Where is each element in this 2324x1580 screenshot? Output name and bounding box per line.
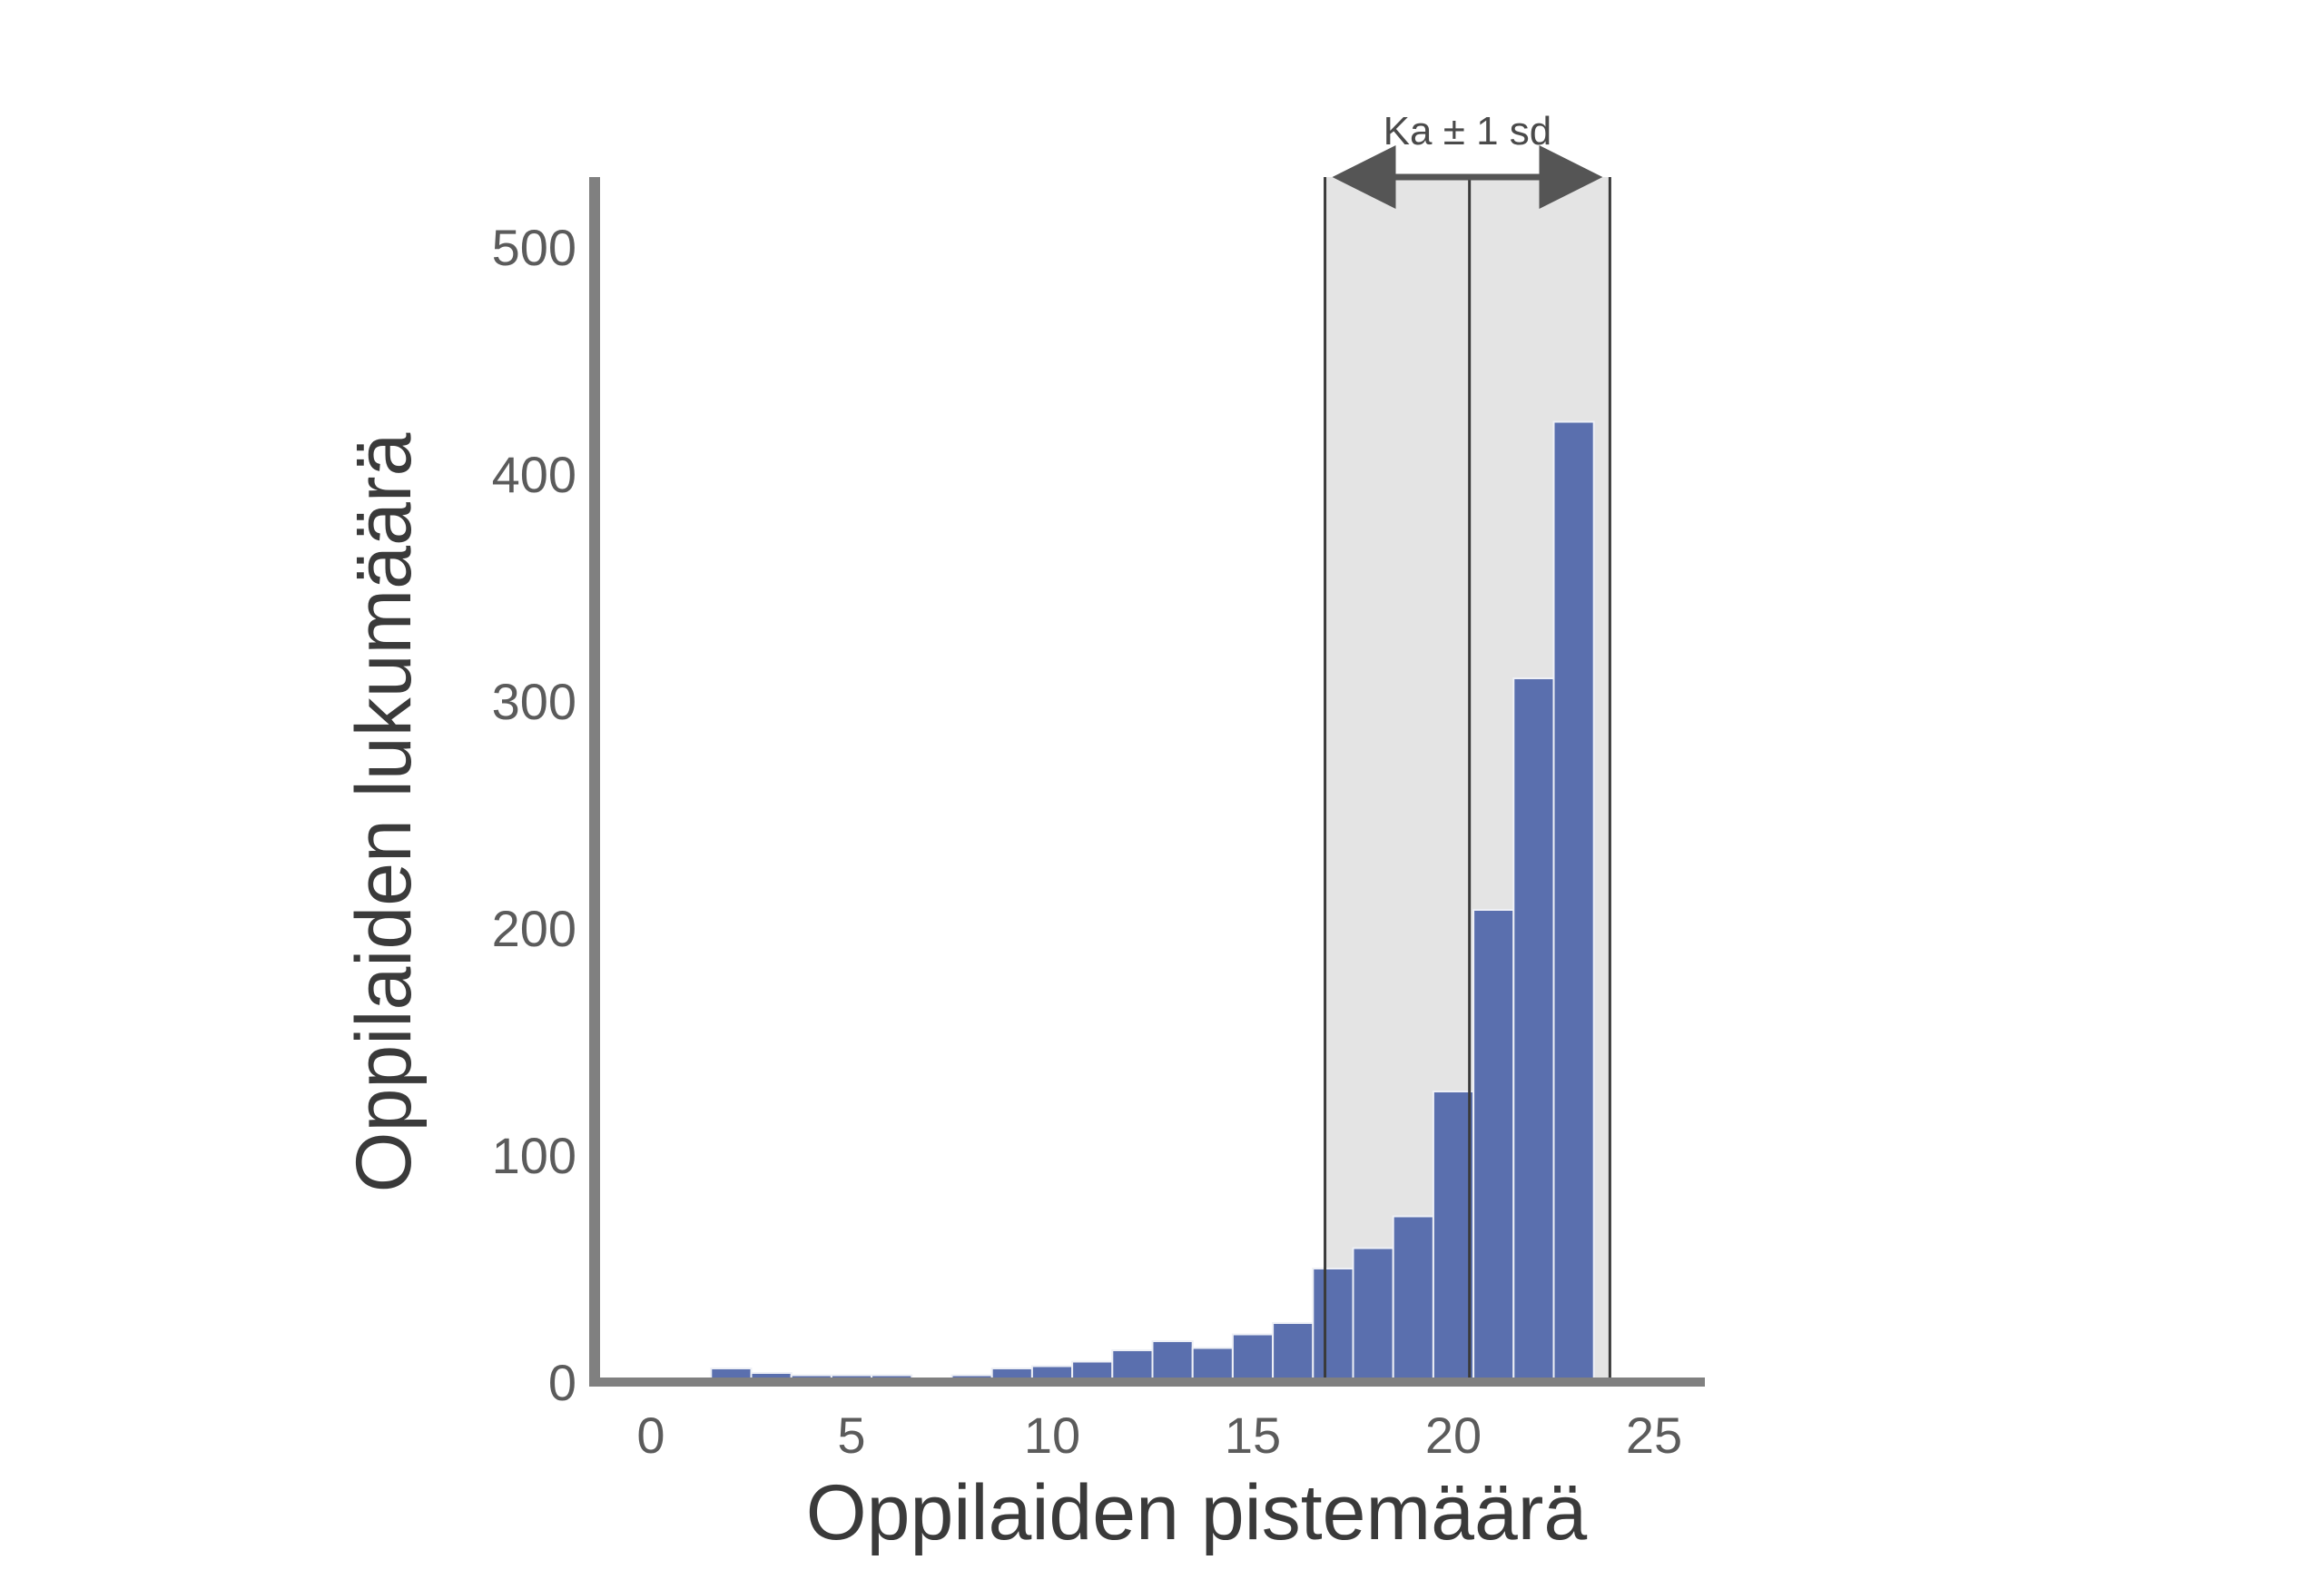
x-tick-label: 10 xyxy=(1024,1407,1080,1464)
y-tick-label: 400 xyxy=(492,446,576,503)
x-tick-label: 0 xyxy=(636,1407,665,1464)
x-axis-title: Oppilaiden pistemäärä xyxy=(806,1469,1588,1556)
histogram-bar xyxy=(1312,1268,1354,1383)
histogram-bar xyxy=(1472,909,1515,1383)
y-tick-label: 200 xyxy=(492,900,576,957)
sd-range-label: Ka ± 1 sd xyxy=(1384,109,1552,153)
y-tick-label: 300 xyxy=(492,673,576,730)
y-axis-title: Oppilaiden lukumäärä xyxy=(340,433,428,1193)
histogram-bar xyxy=(1111,1349,1154,1383)
x-tick-label: 5 xyxy=(837,1407,865,1464)
histogram-bar xyxy=(1151,1340,1194,1383)
y-tick-label: 100 xyxy=(492,1127,576,1184)
x-tick-label: 20 xyxy=(1425,1407,1482,1464)
x-tick-label: 15 xyxy=(1225,1407,1281,1464)
y-tick-label: 0 xyxy=(548,1354,576,1411)
histogram-bar xyxy=(1432,1091,1475,1383)
histogram-bar xyxy=(1352,1247,1394,1383)
x-tick-label: 25 xyxy=(1626,1407,1682,1464)
histogram-bar xyxy=(1272,1322,1315,1383)
histogram-bar xyxy=(1392,1215,1434,1383)
x-tick-labels: 0 5 10 15 20 25 xyxy=(636,1407,1682,1464)
histogram-bar xyxy=(1552,420,1595,1383)
histogram-bar xyxy=(1512,677,1555,1383)
histogram-bar xyxy=(1191,1347,1234,1383)
y-tick-labels: 0 100 200 300 400 500 xyxy=(492,219,576,1411)
y-tick-label: 500 xyxy=(492,219,576,276)
histogram-bar xyxy=(1231,1333,1275,1383)
